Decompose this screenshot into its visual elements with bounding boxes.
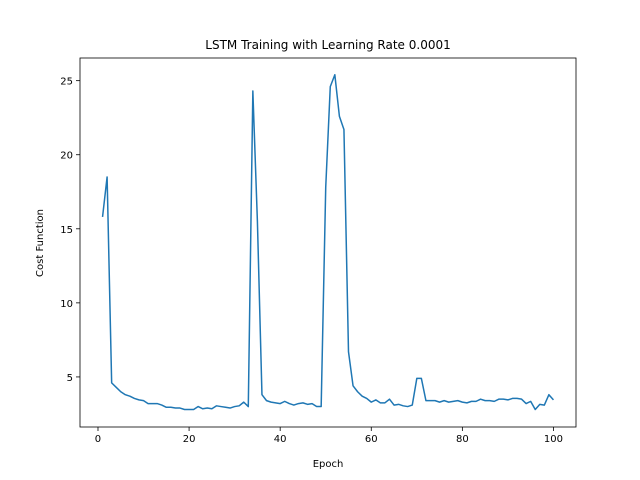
x-tick-label: 100 bbox=[544, 434, 563, 445]
line bbox=[101, 73, 555, 411]
x-tick-label: 80 bbox=[456, 434, 469, 445]
y-axis-label: Cost Function bbox=[35, 209, 46, 277]
chart-title: LSTM Training with Learning Rate 0.0001 bbox=[205, 38, 450, 52]
x-tick-label: 60 bbox=[365, 434, 378, 445]
x-tick-label: 0 bbox=[95, 434, 101, 445]
x-tick-label: 40 bbox=[274, 434, 287, 445]
plot-frame bbox=[79, 57, 577, 428]
y-tick-label: 15 bbox=[60, 225, 73, 236]
x-tick-label: 20 bbox=[183, 434, 196, 445]
y-tick-label: 25 bbox=[60, 77, 73, 88]
x-axis-label: Epoch bbox=[313, 459, 344, 470]
y-tick-label: 20 bbox=[60, 151, 73, 162]
y-tick-label: 10 bbox=[60, 299, 73, 310]
y-tick-label: 5 bbox=[67, 373, 73, 384]
